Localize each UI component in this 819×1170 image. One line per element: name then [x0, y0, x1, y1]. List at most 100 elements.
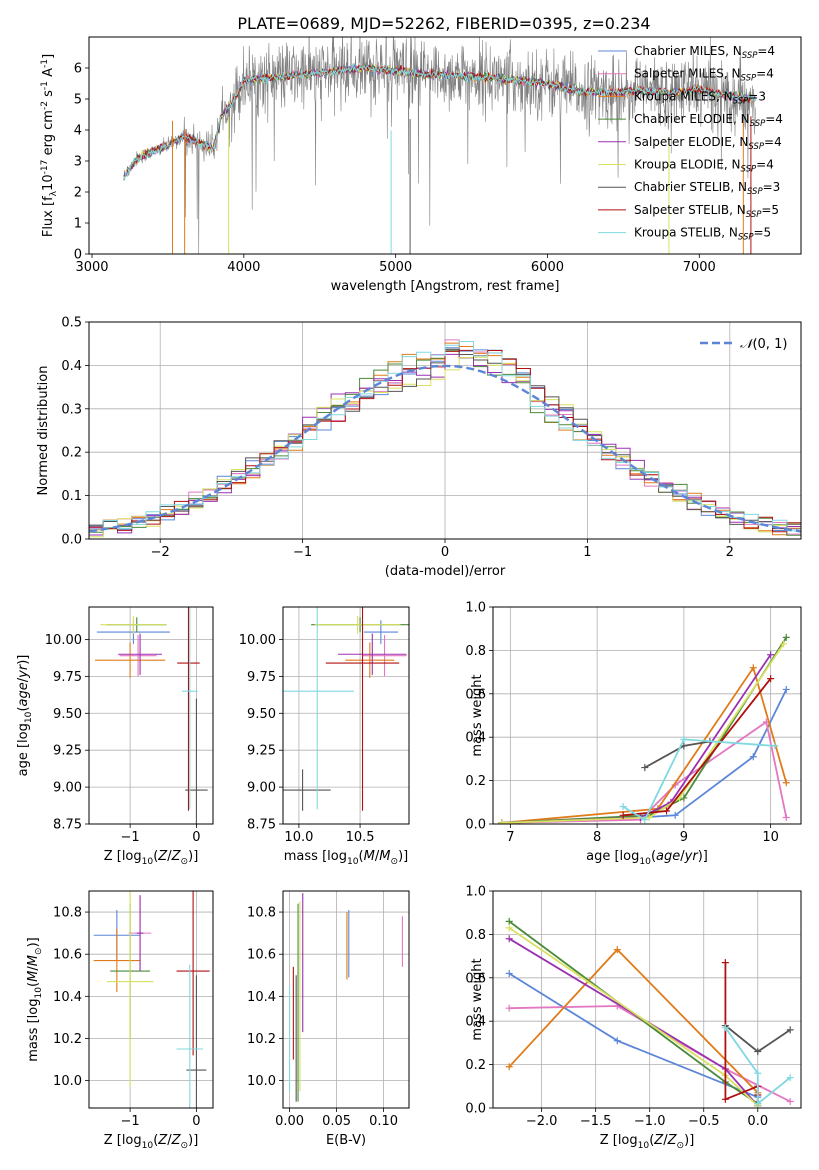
y-axis-label: Flux [fλ​10-17​ erg cm-2​ s-1​ A-1​]: [40, 54, 59, 237]
y-tick-label: 1.0: [465, 885, 486, 900]
x-tick-label: −0.5: [688, 1114, 720, 1129]
x-tick-label: −2: [151, 545, 170, 560]
weight-series-marker: [749, 664, 757, 672]
y-tick-label: 0.1: [61, 489, 82, 504]
y-tick-label: 0.0: [465, 1102, 486, 1117]
weight-series-marker: [721, 1024, 729, 1032]
y-tick-label: 2: [74, 186, 82, 201]
weight-series-marker: [754, 1100, 762, 1108]
plot-background: [89, 607, 213, 824]
x-tick-label: 0: [192, 1114, 200, 1129]
plot-area: [498, 633, 790, 824]
y-tick-label: 10.2: [53, 1032, 82, 1047]
weight-series-marker: [721, 959, 729, 967]
legend-label: Kroupa ELODIE, NSSP=4: [634, 158, 774, 175]
weight-series-marker: [613, 946, 621, 954]
plot-background: [283, 891, 409, 1108]
x-tick-label: −1: [121, 1114, 140, 1129]
weight-series-line: [501, 665, 788, 824]
x-axis-label: (data-model)/error: [385, 564, 506, 579]
plot-frame: [88, 606, 214, 825]
mass-weight-vs-metallicity-panel: −2.0 −1.5 −1.0 −0.5 0.0 0.0 0.2 0.4 0.6 0.8 1.0 Z […: [465, 885, 802, 1151]
x-tick-label: 9: [680, 830, 688, 845]
y-tick-label: 5: [74, 93, 82, 108]
plot-background: [283, 607, 409, 824]
legend-label: Salpeter STELIB, NSSP=5: [634, 203, 779, 220]
y-axis-label: mass [log10​(M/M⊙​)]: [26, 937, 44, 1061]
weight-series-marker: [754, 1069, 762, 1077]
x-tick-label: 10.5: [346, 830, 375, 845]
weight-series-marker: [619, 811, 627, 819]
y-tick-label: 6: [74, 62, 82, 77]
weight-series-marker: [749, 753, 757, 761]
weight-series-marker: [786, 1074, 794, 1082]
y-tick-label: 0.3: [61, 402, 82, 417]
weight-series-marker: [782, 779, 790, 787]
weight-series-marker: [721, 1095, 729, 1103]
age-vs-metallicity-panel: −1 0 8.75 9.00 9.25 9.50 9.75 10.00 Z [log10​(Z/…: [16, 606, 214, 867]
x-axis-label: Z [log10​(Z/Z⊙​)]: [600, 1133, 695, 1151]
x-tick-label: 10.0: [284, 830, 313, 845]
residuals-panel: −2 −1 0 1 2 0.0 0.1 0.2 0.3 0.4 0.5 (data-model)/er…: [36, 316, 802, 579]
x-tick-label: −1.5: [580, 1114, 612, 1129]
y-tick-label: 10.6: [53, 948, 82, 963]
x-tick-label: 6000: [531, 260, 564, 275]
x-axis-label: Z [log10​(Z/Z⊙​)]: [104, 849, 199, 867]
x-axis-label: Z [log10​(Z/Z⊙​)]: [104, 1133, 199, 1151]
x-tick-label: −1.0: [634, 1114, 666, 1129]
weight-series-marker: [786, 1026, 794, 1034]
y-tick-label: 0.0: [61, 533, 82, 548]
y-tick-label: 0.2: [465, 774, 486, 789]
mass-vs-ebv-panel: 0.00 0.05 0.10 10.0 10.2 10.4 10.6 10.8 E(B-V): [247, 890, 410, 1148]
plot-background: [493, 891, 801, 1108]
weight-series-marker: [505, 935, 513, 943]
mass-vs-metallicity-panel: −1 0 10.0 10.2 10.4 10.6 10.8 Z [log10​(Z/Z⊙​)]…: [26, 890, 214, 1151]
age-vs-mass-panel: 10.0 10.5 8.75 9.00 9.25 9.50 9.75 10.00 mass [l…: [239, 606, 410, 867]
plot-area: [289, 893, 403, 1102]
weight-series-marker: [505, 1063, 513, 1071]
weight-series-marker: [771, 742, 779, 750]
x-tick-label: 8: [593, 830, 601, 845]
plot-area: [93, 891, 210, 1108]
x-tick-label: −1: [121, 830, 140, 845]
weight-series-marker: [641, 764, 649, 772]
x-tick-label: 7: [506, 830, 514, 845]
weight-series-marker: [754, 1048, 762, 1056]
legend-label: Chabrier ELODIE, NSSP=4: [634, 112, 783, 129]
weight-series-marker: [782, 633, 790, 641]
y-tick-label: 10.8: [53, 906, 82, 921]
weight-series-marker: [780, 640, 788, 648]
plot-area: [94, 607, 208, 824]
plot-background: [89, 891, 213, 1108]
y-tick-label: 9.75: [53, 670, 82, 685]
plot-frame: [88, 36, 802, 255]
legend-label: Salpeter ELODIE, NSSP=4: [634, 135, 782, 152]
y-tick-label: 0.2: [61, 446, 82, 461]
residual-histogram-step: [89, 342, 801, 536]
weight-series-marker: [613, 1037, 621, 1045]
y-tick-label: 0.0: [465, 818, 486, 833]
y-tick-label: 10.4: [53, 990, 82, 1005]
x-tick-label: 7000: [683, 260, 716, 275]
gaussian-reference-curve: [89, 364, 801, 533]
y-tick-label: 10.00: [239, 633, 276, 648]
y-tick-label: 9.25: [247, 744, 276, 759]
residual-histogram-step: [89, 341, 801, 532]
x-tick-label: −1: [293, 545, 312, 560]
plot-area: [89, 339, 801, 538]
y-tick-label: 0: [74, 248, 82, 263]
y-tick-label: 10.00: [45, 633, 82, 648]
y-tick-label: 1: [74, 217, 82, 232]
y-axis-label: Normed distribution: [36, 366, 51, 496]
legend-label: 𝒩(0, 1): [740, 337, 787, 352]
weight-series-marker: [505, 1004, 513, 1012]
weight-series-marker: [641, 816, 649, 824]
y-tick-label: 0.4: [61, 359, 82, 374]
x-tick-label: 0.00: [275, 1114, 304, 1129]
y-tick-label: 8.75: [247, 818, 276, 833]
plot-frame: [492, 890, 802, 1109]
plot-frame: [282, 606, 410, 825]
weight-series-marker: [767, 675, 775, 683]
y-tick-label: 9.00: [53, 781, 82, 796]
weight-series-marker: [619, 803, 627, 811]
